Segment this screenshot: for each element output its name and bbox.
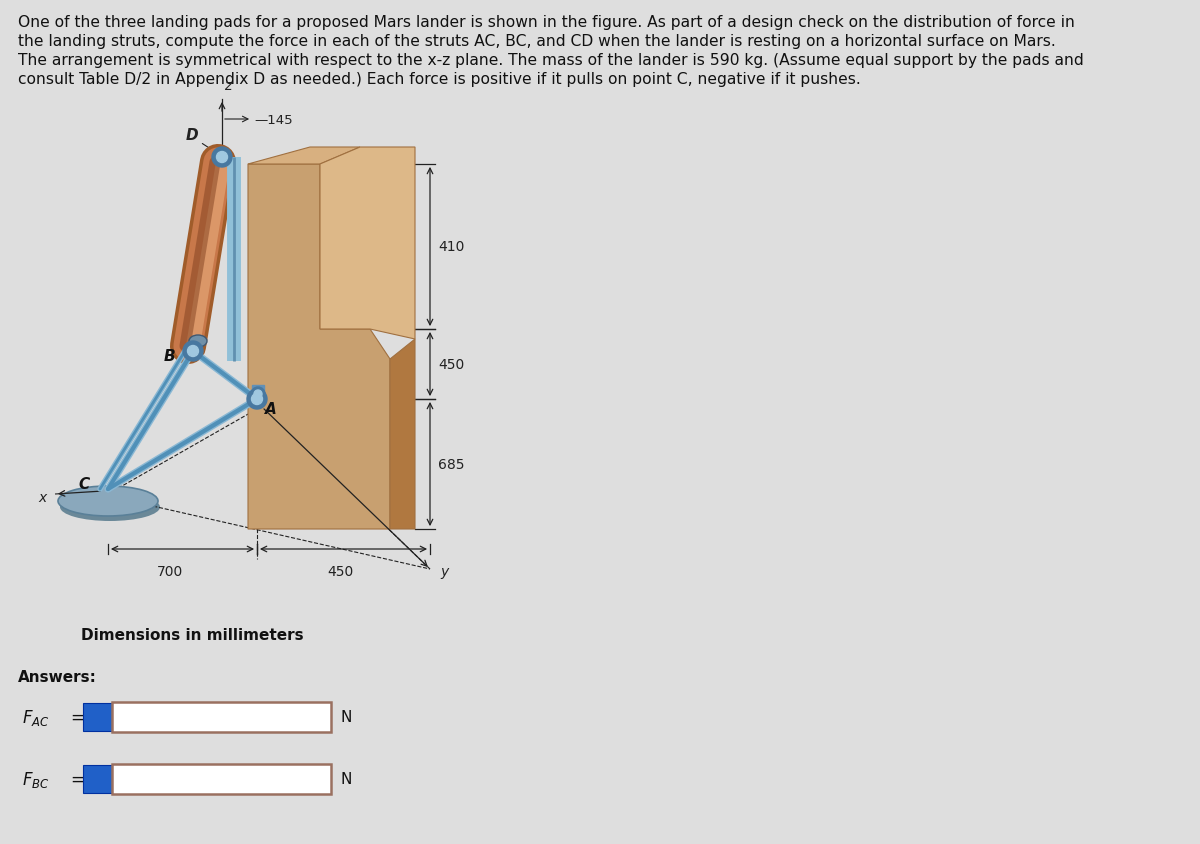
Text: Answers:: Answers: (18, 669, 97, 684)
Polygon shape (320, 148, 415, 339)
Ellipse shape (190, 336, 208, 348)
FancyBboxPatch shape (112, 702, 331, 732)
Text: Dimensions in millimeters: Dimensions in millimeters (80, 627, 304, 642)
Text: 224.02: 224.02 (122, 710, 175, 725)
Ellipse shape (58, 486, 158, 517)
Circle shape (247, 390, 266, 409)
Text: A: A (265, 402, 277, 417)
Text: N: N (341, 710, 353, 725)
Circle shape (252, 394, 263, 405)
Text: —145: —145 (254, 113, 293, 127)
Circle shape (251, 387, 265, 402)
Text: N: N (341, 771, 353, 787)
Text: i: i (96, 710, 101, 725)
Text: the landing struts, compute the force in each of the struts AC, BC, and CD when : the landing struts, compute the force in… (18, 34, 1056, 49)
Text: x: x (38, 490, 46, 505)
Text: B: B (163, 349, 175, 364)
Text: 410: 410 (438, 240, 464, 254)
Text: 450: 450 (438, 358, 464, 371)
Text: $F_{AC}$: $F_{AC}$ (22, 707, 49, 728)
Text: 450: 450 (326, 565, 353, 578)
Ellipse shape (60, 494, 160, 522)
FancyBboxPatch shape (112, 764, 331, 794)
Polygon shape (390, 339, 415, 529)
Text: The arrangement is symmetrical with respect to the x-z plane. The mass of the la: The arrangement is symmetrical with resp… (18, 53, 1084, 68)
Circle shape (254, 391, 262, 398)
Text: =: = (70, 708, 84, 726)
Text: 700: 700 (157, 565, 184, 578)
Bar (252, 386, 264, 403)
FancyBboxPatch shape (83, 703, 113, 731)
Circle shape (216, 152, 228, 163)
Text: 224.02: 224.02 (122, 771, 175, 787)
Text: C: C (79, 477, 90, 492)
Text: =: = (70, 770, 84, 788)
Text: z: z (224, 78, 232, 93)
Text: 685: 685 (438, 457, 464, 472)
Text: D: D (186, 128, 198, 143)
Polygon shape (248, 165, 390, 529)
Circle shape (187, 346, 198, 357)
Text: consult Table D/2 in Appendix D as needed.) Each force is positive if it pulls o: consult Table D/2 in Appendix D as neede… (18, 72, 860, 87)
Text: i: i (96, 771, 101, 787)
Circle shape (212, 148, 232, 168)
Polygon shape (248, 148, 360, 165)
Text: $F_{BC}$: $F_{BC}$ (22, 769, 49, 789)
FancyBboxPatch shape (83, 766, 113, 793)
Text: One of the three landing pads for a proposed Mars lander is shown in the figure.: One of the three landing pads for a prop… (18, 15, 1075, 30)
Text: y: y (440, 565, 449, 578)
Circle shape (182, 342, 203, 361)
